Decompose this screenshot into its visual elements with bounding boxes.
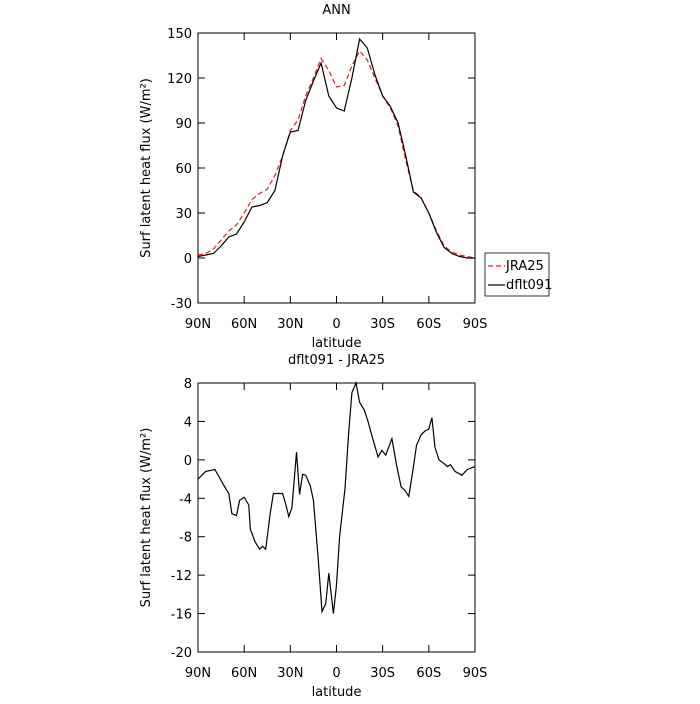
x-tick-label: 60S [416, 666, 441, 681]
legend-frame [484, 252, 550, 297]
x-tick-label: 90N [185, 317, 211, 332]
legend-label: dflt091 [506, 278, 552, 293]
plot-frame [197, 382, 476, 653]
x-tick-label: 30N [277, 317, 303, 332]
data-line [197, 380, 476, 614]
y-tick-label: -12 [171, 569, 192, 584]
x-tick-label: 30S [370, 666, 395, 681]
x-tick-label: 30S [370, 317, 395, 332]
legend-label: JRA25 [505, 259, 544, 274]
x-tick-label: 90S [463, 317, 488, 332]
x-axis-label: latitude [312, 336, 362, 351]
x-tick-label: 0 [332, 317, 340, 332]
x-tick-label: 90S [463, 666, 488, 681]
y-tick-label: -4 [179, 492, 192, 507]
data-line [197, 49, 476, 259]
y-tick-label: -20 [171, 646, 192, 661]
x-tick-label: 0 [332, 666, 340, 681]
x-tick-label: 30N [277, 666, 303, 681]
x-tick-label: 90N [185, 666, 211, 681]
chart-title: dflt091 - JRA25 [288, 353, 385, 368]
data-line [197, 37, 475, 259]
y-tick-label: 60 [175, 162, 192, 177]
x-axis-label: latitude [312, 685, 362, 700]
y-tick-label: 8 [184, 377, 192, 392]
y-tick-label: 150 [167, 27, 192, 42]
x-tick-label: 60N [231, 666, 257, 681]
y-tick-label: 0 [184, 454, 192, 469]
y-tick-label: 90 [175, 117, 192, 132]
y-tick-label: 4 [184, 415, 192, 430]
y-axis-label: Surf latent heat flux (W/m²) [139, 428, 154, 608]
y-tick-label: 0 [184, 252, 192, 267]
chart-title: ANN [322, 3, 350, 18]
y-tick-label: 120 [167, 72, 192, 87]
y-tick-label: -8 [179, 531, 192, 546]
y-tick-label: -30 [171, 297, 192, 312]
x-tick-label: 60S [416, 317, 441, 332]
y-tick-label: 30 [175, 207, 192, 222]
x-tick-label: 60N [231, 317, 257, 332]
y-tick-label: -16 [171, 608, 192, 623]
y-axis-label: Surf latent heat flux (W/m²) [139, 78, 154, 258]
plot-frame [197, 32, 476, 304]
